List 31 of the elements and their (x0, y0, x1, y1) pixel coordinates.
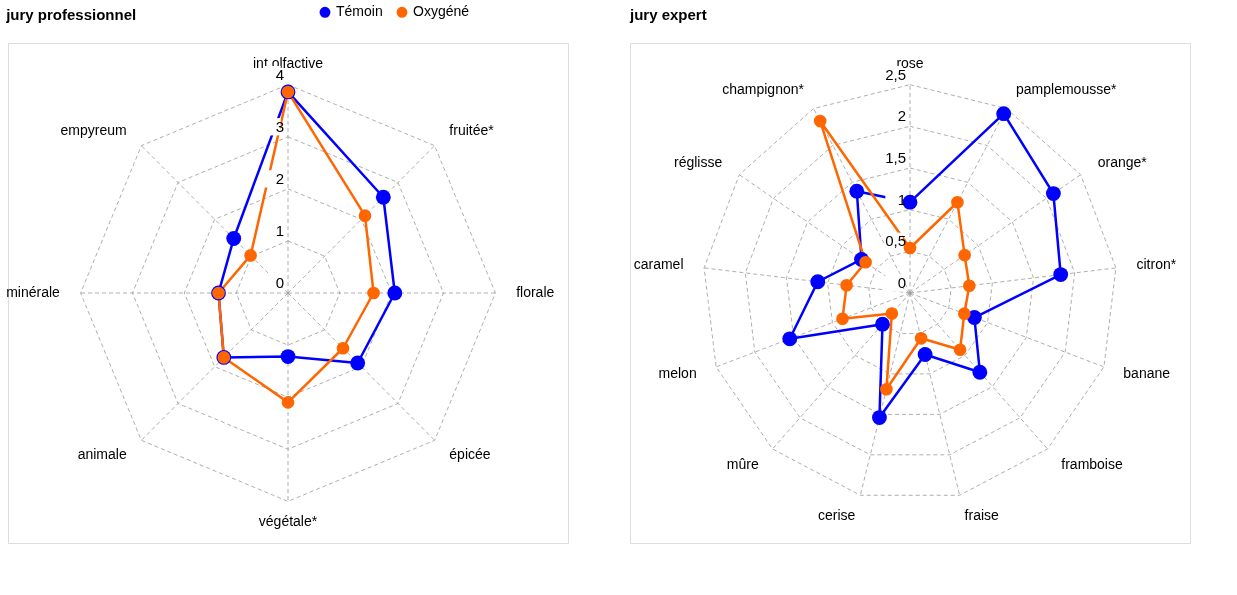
y-tick-label: 1 (897, 190, 906, 208)
spoke-label: orange* (1097, 153, 1148, 170)
y-tick-label: 1,5 (885, 149, 906, 166)
legend-label: Oxygéné (413, 3, 470, 20)
spoke-label: melon (658, 365, 697, 382)
spoke-label: fruitée* (449, 121, 495, 138)
spoke-label: fraise (964, 506, 1000, 523)
spoke-label: cerise (818, 506, 856, 523)
spoke-label: mûre (726, 455, 759, 472)
spoke-label: minérale (6, 284, 61, 300)
y-tick-label: 3 (275, 117, 284, 135)
spoke-label: animale (77, 446, 127, 463)
spoke-label: florale (516, 284, 555, 300)
chart-title: jury professionnel (5, 6, 137, 23)
y-tick-label: 0 (275, 274, 284, 291)
y-tick-label: 2 (275, 169, 284, 187)
spoke-label: épicée (449, 446, 491, 463)
spoke-label: citron* (1136, 256, 1177, 273)
spoke-label: réglisse (673, 153, 723, 170)
legend-label: Témoin (336, 3, 383, 20)
spoke-label: végétale* (258, 513, 318, 530)
spoke-label: framboise (1061, 455, 1123, 472)
spoke-label: caramel (633, 256, 684, 273)
y-tick-label: 2 (897, 107, 906, 125)
chart-title: jury expert (629, 6, 707, 23)
spoke-label: champignon* (722, 81, 805, 98)
spoke-label: pamplemousse* (1016, 81, 1117, 98)
spoke-label: banane (1123, 365, 1171, 382)
y-tick-label: 1 (275, 221, 284, 239)
spoke-label: empyreum (60, 121, 127, 138)
y-tick-label: 0 (897, 274, 906, 291)
